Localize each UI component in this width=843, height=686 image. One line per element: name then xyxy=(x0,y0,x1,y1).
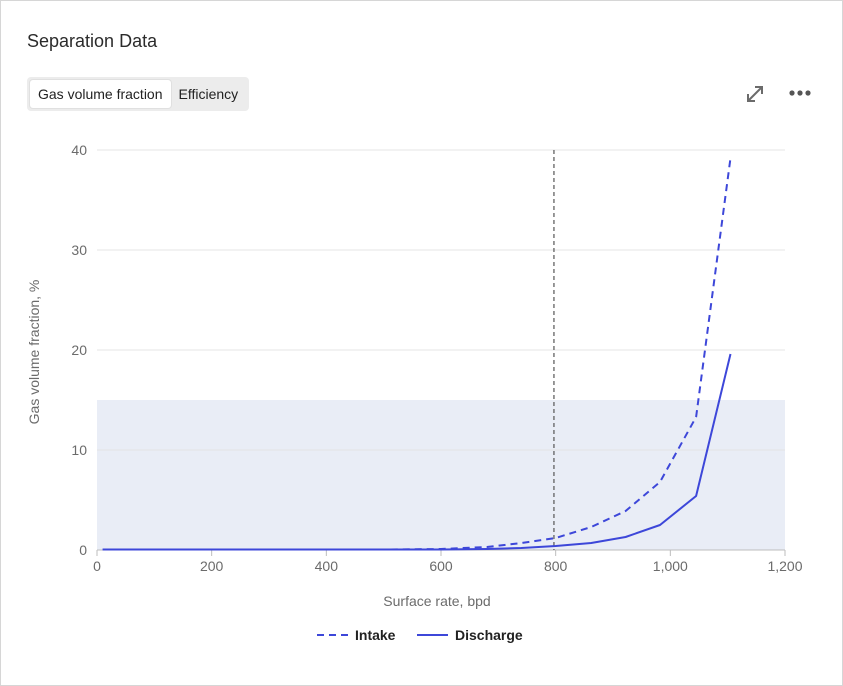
y-tick-label: 0 xyxy=(79,542,87,558)
y-tick-label: 30 xyxy=(71,242,87,258)
chart-title: Separation Data xyxy=(27,31,158,51)
x-tick-label: 200 xyxy=(200,558,224,574)
y-tick-label: 20 xyxy=(71,342,87,358)
x-axis-label: Surface rate, bpd xyxy=(383,593,490,609)
x-tick-label: 0 xyxy=(93,558,101,574)
x-tick-label: 1,000 xyxy=(653,558,688,574)
view-toggle: Gas volume fraction Efficiency xyxy=(27,77,250,111)
y-tick-label: 10 xyxy=(71,442,87,458)
tab-efficiency[interactable]: Efficiency xyxy=(178,86,239,102)
y-axis-label: Gas volume fraction, % xyxy=(26,280,42,425)
expand-icon[interactable] xyxy=(743,82,767,106)
y-tick-label: 40 xyxy=(71,142,87,158)
series-line-discharge[interactable] xyxy=(102,353,732,551)
x-tick-label: 400 xyxy=(315,558,339,574)
tab-gas-volume-fraction[interactable]: Gas volume fraction xyxy=(30,80,171,108)
legend-label: Intake xyxy=(355,627,396,643)
x-tick-label: 600 xyxy=(429,558,453,574)
legend-item-intake[interactable]: Intake xyxy=(317,627,396,643)
legend-label: Discharge xyxy=(455,627,523,643)
x-tick-label: 800 xyxy=(544,558,568,574)
legend-item-discharge[interactable]: Discharge xyxy=(417,627,523,643)
shaded-band xyxy=(97,400,785,550)
series-line-intake[interactable] xyxy=(102,157,732,551)
more-options-icon[interactable] xyxy=(787,82,813,104)
x-tick-label: 1,200 xyxy=(767,558,802,574)
